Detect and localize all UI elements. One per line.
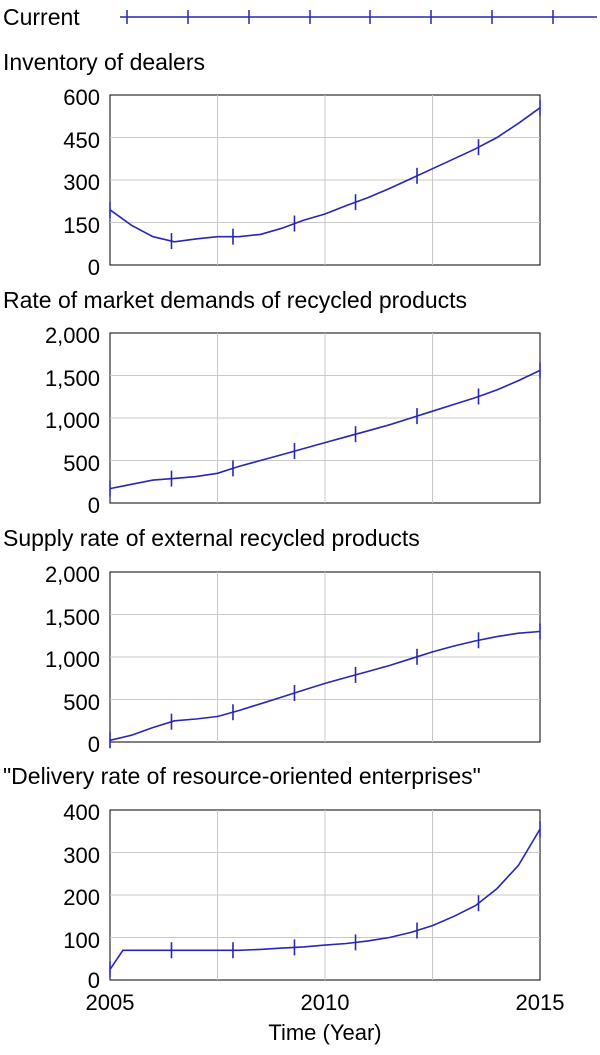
y-tick-label: 0 bbox=[88, 255, 100, 280]
y-tick-label: 500 bbox=[63, 451, 100, 476]
series-line bbox=[109, 630, 541, 742]
series-line bbox=[109, 369, 541, 490]
series-current bbox=[109, 821, 541, 978]
y-tick-label: 450 bbox=[63, 128, 100, 153]
legend: Current bbox=[3, 4, 597, 30]
y-tick-label: 2,000 bbox=[45, 323, 100, 348]
grid bbox=[110, 95, 540, 265]
grid bbox=[110, 810, 540, 980]
panel-title: "Delivery rate of resource-oriented ente… bbox=[3, 763, 481, 789]
y-tick-label: 300 bbox=[63, 170, 100, 195]
y-tick-label: 0 bbox=[88, 493, 100, 518]
y-tick-label: 200 bbox=[63, 885, 100, 910]
series-line bbox=[109, 107, 541, 243]
x-tick-label: 2010 bbox=[301, 990, 350, 1015]
y-tick-labels: 400 300 200 100 0 bbox=[63, 800, 100, 993]
y-tick-label: 1,500 bbox=[45, 605, 100, 630]
panel-market-demand-rate: Rate of market demands of recycled produ… bbox=[3, 287, 541, 518]
y-tick-label: 400 bbox=[63, 800, 100, 825]
x-tick-label: 2005 bbox=[86, 990, 135, 1015]
x-tick-labels: 2005 2010 2015 bbox=[86, 990, 565, 1015]
series-current bbox=[109, 99, 541, 250]
panel-title: Inventory of dealers bbox=[3, 49, 205, 75]
panel-delivery-rate: "Delivery rate of resource-oriented ente… bbox=[3, 763, 564, 1045]
panel-external-supply-rate: Supply rate of external recycled product… bbox=[3, 525, 541, 757]
legend-label: Current bbox=[3, 4, 80, 30]
panel-title: Rate of market demands of recycled produ… bbox=[3, 287, 467, 313]
x-tick-label: 2015 bbox=[516, 990, 565, 1015]
y-tick-labels: 2,000 1,500 1,000 500 0 bbox=[45, 562, 100, 757]
y-tick-label: 1,500 bbox=[45, 366, 100, 391]
y-tick-labels: 600 450 300 150 0 bbox=[63, 85, 100, 280]
x-axis-label: Time (Year) bbox=[268, 1020, 381, 1045]
panel-title: Supply rate of external recycled product… bbox=[3, 525, 420, 551]
y-tick-label: 150 bbox=[63, 213, 100, 238]
y-tick-label: 500 bbox=[63, 690, 100, 715]
y-tick-label: 0 bbox=[88, 732, 100, 757]
y-tick-labels: 2,000 1,500 1,000 500 0 bbox=[45, 323, 100, 518]
series-current bbox=[109, 623, 541, 749]
y-tick-label: 0 bbox=[88, 968, 100, 993]
y-tick-label: 600 bbox=[63, 85, 100, 110]
y-tick-label: 100 bbox=[63, 928, 100, 953]
y-tick-label: 1,000 bbox=[45, 647, 100, 672]
y-tick-label: 300 bbox=[63, 843, 100, 868]
grid bbox=[110, 572, 540, 742]
series-line bbox=[109, 828, 541, 970]
legend-line bbox=[120, 10, 597, 24]
panel-inventory-of-dealers: Inventory of dealers 600 450 300 150 0 bbox=[3, 49, 541, 280]
grid bbox=[110, 333, 540, 503]
series-current bbox=[109, 362, 541, 497]
y-tick-label: 2,000 bbox=[45, 562, 100, 587]
y-tick-label: 1,000 bbox=[45, 408, 100, 433]
